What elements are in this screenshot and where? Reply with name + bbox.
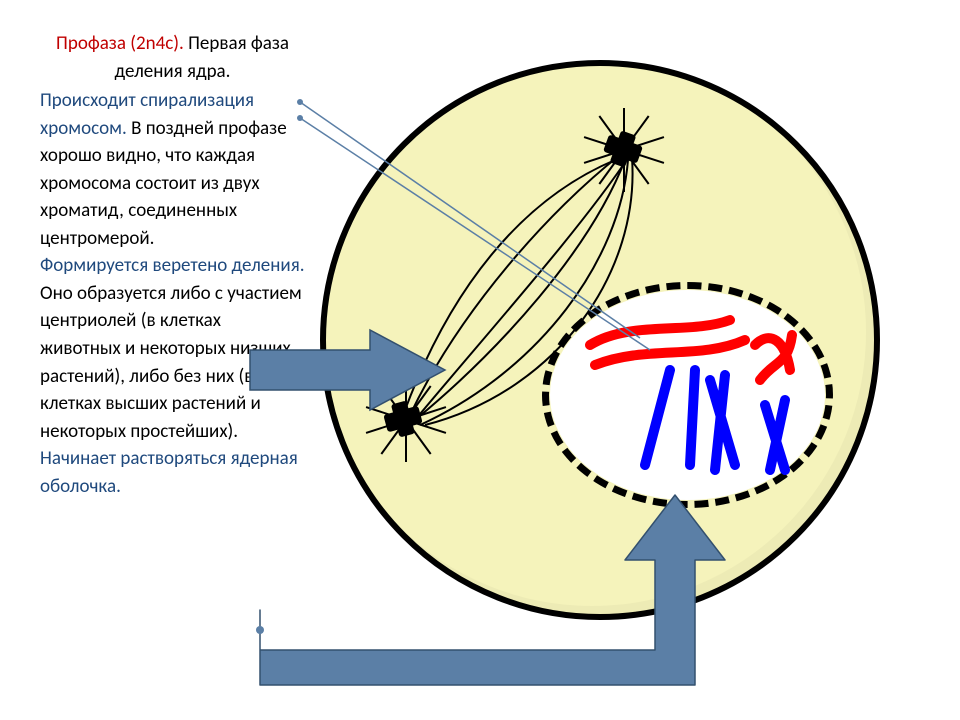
arrow-envelope xyxy=(255,490,735,690)
stage: Профаза (2n4c). Первая фаза деления ядра… xyxy=(0,0,960,720)
arrow-spindle xyxy=(250,320,450,420)
